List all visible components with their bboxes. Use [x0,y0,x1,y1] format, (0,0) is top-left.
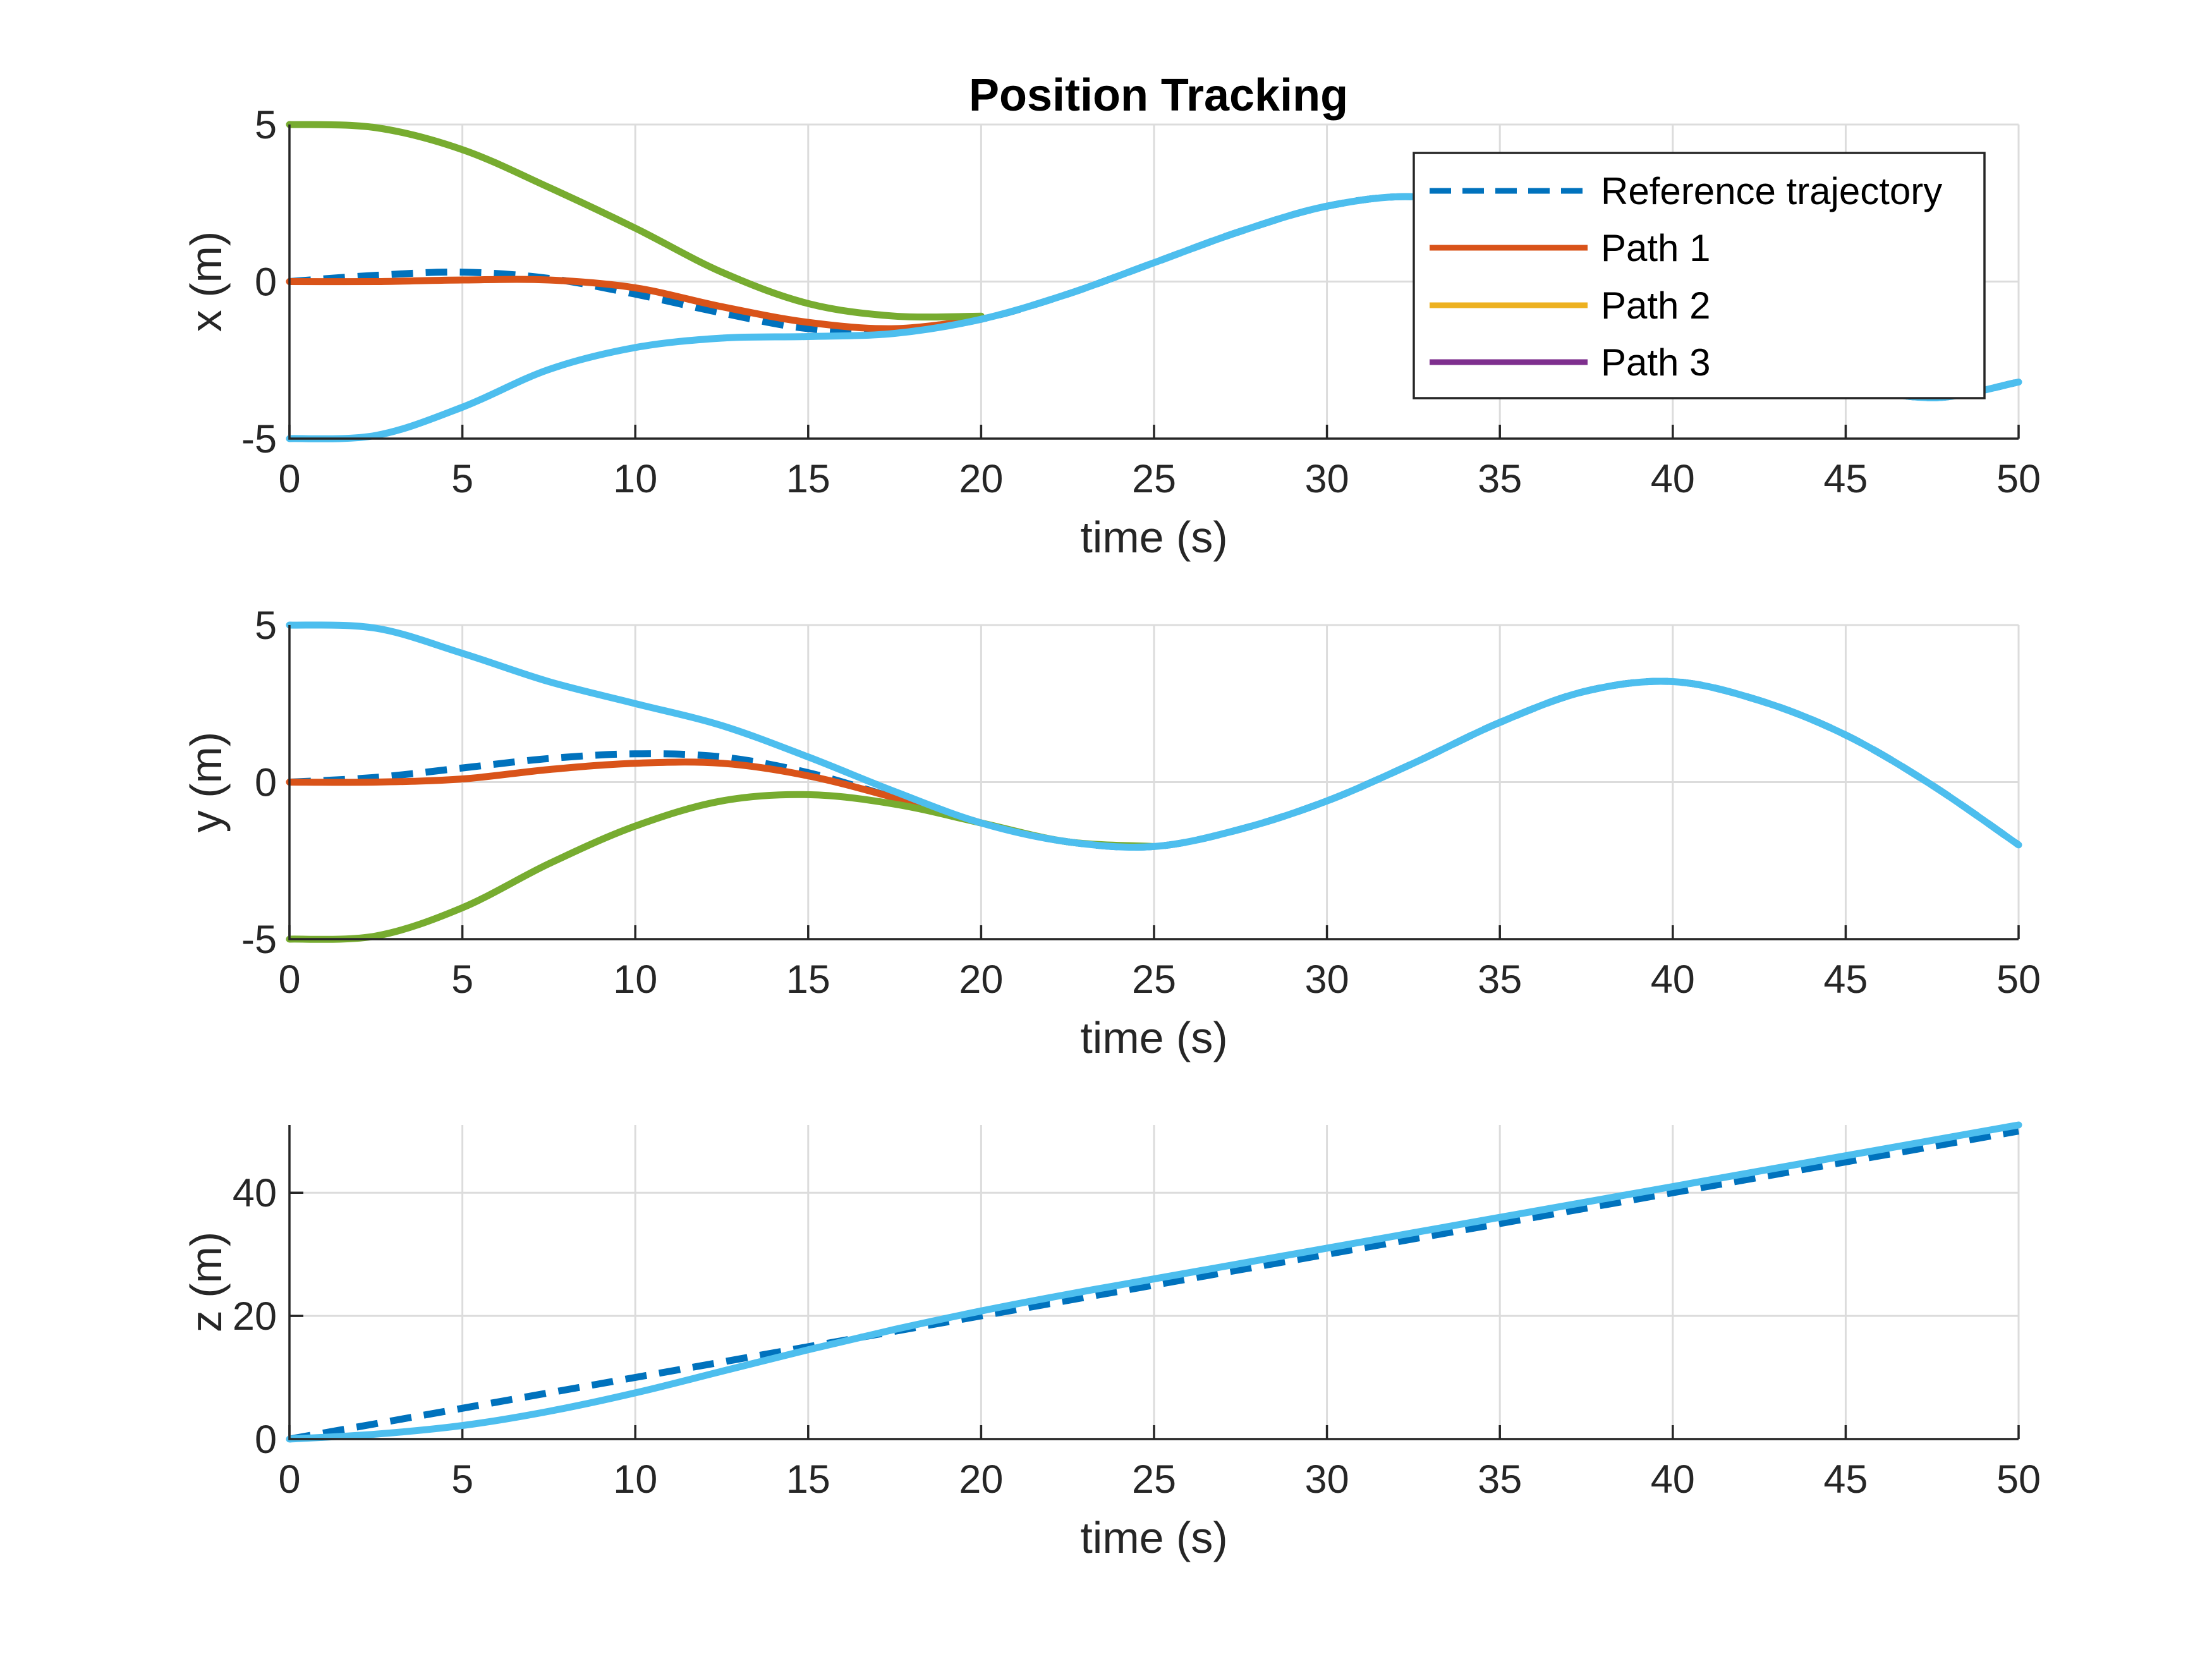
x-tick-label: 20 [959,1457,1003,1502]
x-tick-label: 20 [959,957,1003,1002]
x-tick-label: 40 [1651,957,1695,1002]
x-tick-label: 20 [959,457,1003,501]
x-tick-label: 30 [1305,1457,1349,1502]
y-axis-label: z (m) [181,1232,231,1332]
x-tick-label: 5 [451,957,473,1002]
legend-label-path-1: Path 1 [1601,227,1710,269]
x-tick-label: 15 [786,1457,830,1502]
x-tick-label: 5 [451,1457,473,1502]
series-line-path-1 [286,276,985,332]
y-tick-label: 5 [255,604,277,648]
legend: Reference trajectory Path 1 Path 2 Path … [1413,152,1986,399]
y-tick-label: 0 [255,260,277,305]
x-tick-label: 25 [1132,957,1176,1002]
y-tick-label: 40 [233,1171,277,1215]
x-tick-label: 10 [613,1457,657,1502]
x-tick-label: 45 [1823,457,1868,501]
legend-box [1413,152,1986,399]
x-tick-label: 45 [1823,957,1868,1002]
y-axis-label: y (m) [181,732,231,832]
x-tick-label: 30 [1305,457,1349,501]
x-tick-label: 0 [278,457,300,501]
y-tick-label: 20 [233,1294,277,1339]
x-tick-label: 15 [786,457,830,501]
x-axis-label: time (s) [1080,1513,1227,1562]
x-tick-label: 30 [1305,957,1349,1002]
figure-title: Position Tracking [969,70,1348,121]
x-tick-label: 25 [1132,457,1176,501]
x-tick-label: 10 [613,957,657,1002]
legend-label-path-3: Path 3 [1601,341,1710,384]
x-tick-label: 40 [1651,457,1695,501]
x-tick-label: 0 [278,1457,300,1502]
x-tick-label: 10 [613,457,657,501]
axis-lines [288,1125,2019,1440]
x-tick-label: 5 [451,457,473,501]
y-tick-label: 0 [255,1418,277,1462]
x-tick-label: 50 [1996,457,2041,501]
y-tick-label: -5 [241,918,277,962]
x-tick-label: 45 [1823,1457,1868,1502]
y-tick-label: 5 [255,103,277,147]
series-line-unlabeled-1 [286,1121,2022,1443]
x-tick-label: 0 [278,957,300,1002]
legend-label-reference: Reference trajectory [1601,170,1942,212]
x-tick-label: 50 [1996,1457,2041,1502]
series-line-path-1 [286,758,985,827]
x-tick-label: 40 [1651,1457,1695,1502]
axis-lines [288,125,2019,440]
x-tick-label: 35 [1478,1457,1522,1502]
x-tick-label: 50 [1996,957,2041,1002]
x-axis-label: time (s) [1080,1013,1227,1062]
series-line-unlabeled-3 [286,621,2022,851]
x-axis-label: time (s) [1080,513,1227,562]
legend-label-path-2: Path 2 [1601,284,1710,327]
axis-lines [288,625,2019,940]
y-axis-label: x (m) [181,231,231,332]
y-tick-label: -5 [241,417,277,461]
x-tick-label: 15 [786,957,830,1002]
y-tick-label: 0 [255,761,277,805]
x-tick-label: 35 [1478,957,1522,1002]
x-tick-label: 25 [1132,1457,1176,1502]
series-line-unlabeled-2 [286,121,985,321]
x-tick-label: 35 [1478,457,1522,501]
subplot-3: 0 5 10 15 20 25 30 35 40 45 50 0 20 40 time (s) z (m) [181,1121,2041,1562]
